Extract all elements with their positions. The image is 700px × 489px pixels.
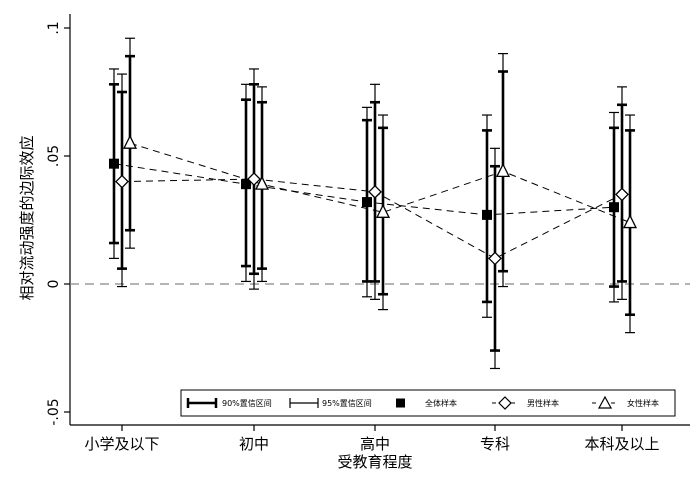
- plot-area: -.05 0 .05 .1 小学及以下 初中 高中 专科 本科及以上: [46, 14, 690, 453]
- legend-ci95-label: 95%置信区间: [322, 398, 372, 408]
- x-tick-label: 初中: [239, 435, 269, 453]
- legend-female-marker: [597, 395, 613, 409]
- point-total-sample: [362, 197, 372, 208]
- point-male-sample: [615, 187, 629, 202]
- point-total-sample: [241, 179, 251, 190]
- series-connector-line: [129, 142, 631, 224]
- point-total-sample: [609, 202, 619, 213]
- y-axis-label: 相对流动强度的边际效应: [18, 135, 36, 300]
- x-tick-label: 专科: [480, 435, 510, 453]
- point-total-sample: [482, 209, 492, 220]
- point-male-sample: [488, 251, 502, 266]
- point-male-sample: [368, 184, 382, 199]
- legend-total-marker: [396, 398, 405, 408]
- point-total-sample: [109, 158, 119, 169]
- point-female-sample: [495, 162, 511, 178]
- legend: 90%置信区间 95%置信区间 全体样本 男性样本 女性样本: [180, 389, 676, 417]
- series-connector-line: [113, 163, 615, 216]
- point-male-sample: [247, 172, 261, 186]
- legend-total-label: 全体样本: [425, 398, 457, 408]
- point-male-sample: [115, 174, 129, 189]
- point-female-sample: [254, 175, 270, 190]
- point-female-sample: [122, 134, 138, 149]
- x-tick-label: 小学及以下: [84, 435, 159, 453]
- y-tick-label: 0: [46, 280, 62, 289]
- x-tick-label: 高中: [360, 435, 390, 453]
- x-axis-label: 受教育程度: [337, 453, 412, 471]
- legend-female-label: 女性样本: [627, 398, 659, 408]
- point-female-sample: [622, 214, 638, 229]
- y-tick-label: .1: [46, 21, 62, 34]
- legend-male-marker: [498, 396, 512, 410]
- legend-male-label: 男性样本: [527, 398, 559, 408]
- y-tick-label: -.05: [46, 398, 62, 425]
- point-female-sample: [375, 203, 391, 218]
- legend-ci90-label: 90%置信区间: [222, 398, 272, 408]
- x-tick-label: 本科及以上: [584, 435, 659, 453]
- y-tick-label: .05: [46, 145, 62, 167]
